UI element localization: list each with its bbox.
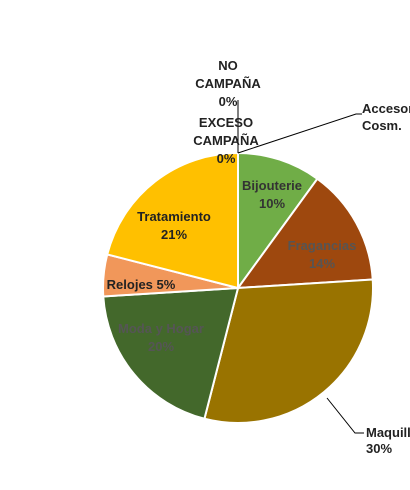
label-bijouterie-line-1: Bijouterie: [242, 178, 302, 193]
label-accesor-cosm: Accesor Cosm.: [362, 101, 410, 133]
label-exceso-campana-line-3: 0%: [217, 151, 236, 166]
pie-slice-fragancias: [235, 177, 374, 290]
label-moda-y-hogar-line-2: 20%: [148, 339, 174, 354]
label-exceso-campana-line-2: CAMPAÑA: [193, 133, 259, 148]
pie-slices: [102, 151, 374, 424]
label-no-campana-line-1: NO: [218, 58, 238, 73]
label-exceso-campana-line-1: EXCESO: [199, 115, 253, 130]
pie-slice-moda-y-hogar: [102, 286, 240, 420]
label-accesor-cosm-line-2: Cosm.: [362, 118, 402, 133]
label-bijouterie-line-2: 10%: [259, 196, 285, 211]
label-exceso-campana: EXCESO CAMPAÑA 0%: [193, 115, 259, 166]
label-fragancias-line-1: Fragancias: [288, 238, 357, 253]
label-relojes: Relojes 5%: [107, 277, 176, 292]
pie-slice-bijouterie: [237, 151, 319, 292]
label-maquill-line-2: 30%: [366, 441, 392, 456]
pie-slice-tratamiento: [106, 151, 239, 290]
label-relojes-line-1: Relojes 5%: [107, 277, 176, 292]
label-moda-y-hogar: Moda y Hogar 20%: [118, 321, 204, 354]
label-fragancias-line-2: 14%: [309, 256, 335, 271]
label-maquill-line-1: Maquill: [366, 425, 410, 440]
pie-slice-maquill: [203, 278, 374, 424]
label-tratamiento-line-1: Tratamiento: [137, 209, 211, 224]
label-no-campana: NO CAMPAÑA 0%: [195, 58, 261, 109]
label-tratamiento: Tratamiento 21%: [137, 209, 211, 242]
label-tratamiento-line-2: 21%: [161, 227, 187, 242]
leader-accesor-cosm: [237, 113, 362, 154]
label-no-campana-line-2: CAMPAÑA: [195, 76, 261, 91]
leader-lines: [237, 100, 364, 434]
label-bijouterie: Bijouterie 10%: [242, 178, 302, 211]
label-moda-y-hogar-line-1: Moda y Hogar: [118, 321, 204, 336]
label-no-campana-line-3: 0%: [219, 94, 238, 109]
label-accesor-cosm-line-1: Accesor: [362, 101, 410, 116]
label-maquill: Maquill 30%: [366, 425, 410, 456]
leader-maquill: [326, 397, 364, 434]
data-labels: Bijouterie 10% Fragancias 14% Moda y Hogar 20…: [107, 58, 410, 456]
label-fragancias: Fragancias 14%: [288, 238, 357, 271]
